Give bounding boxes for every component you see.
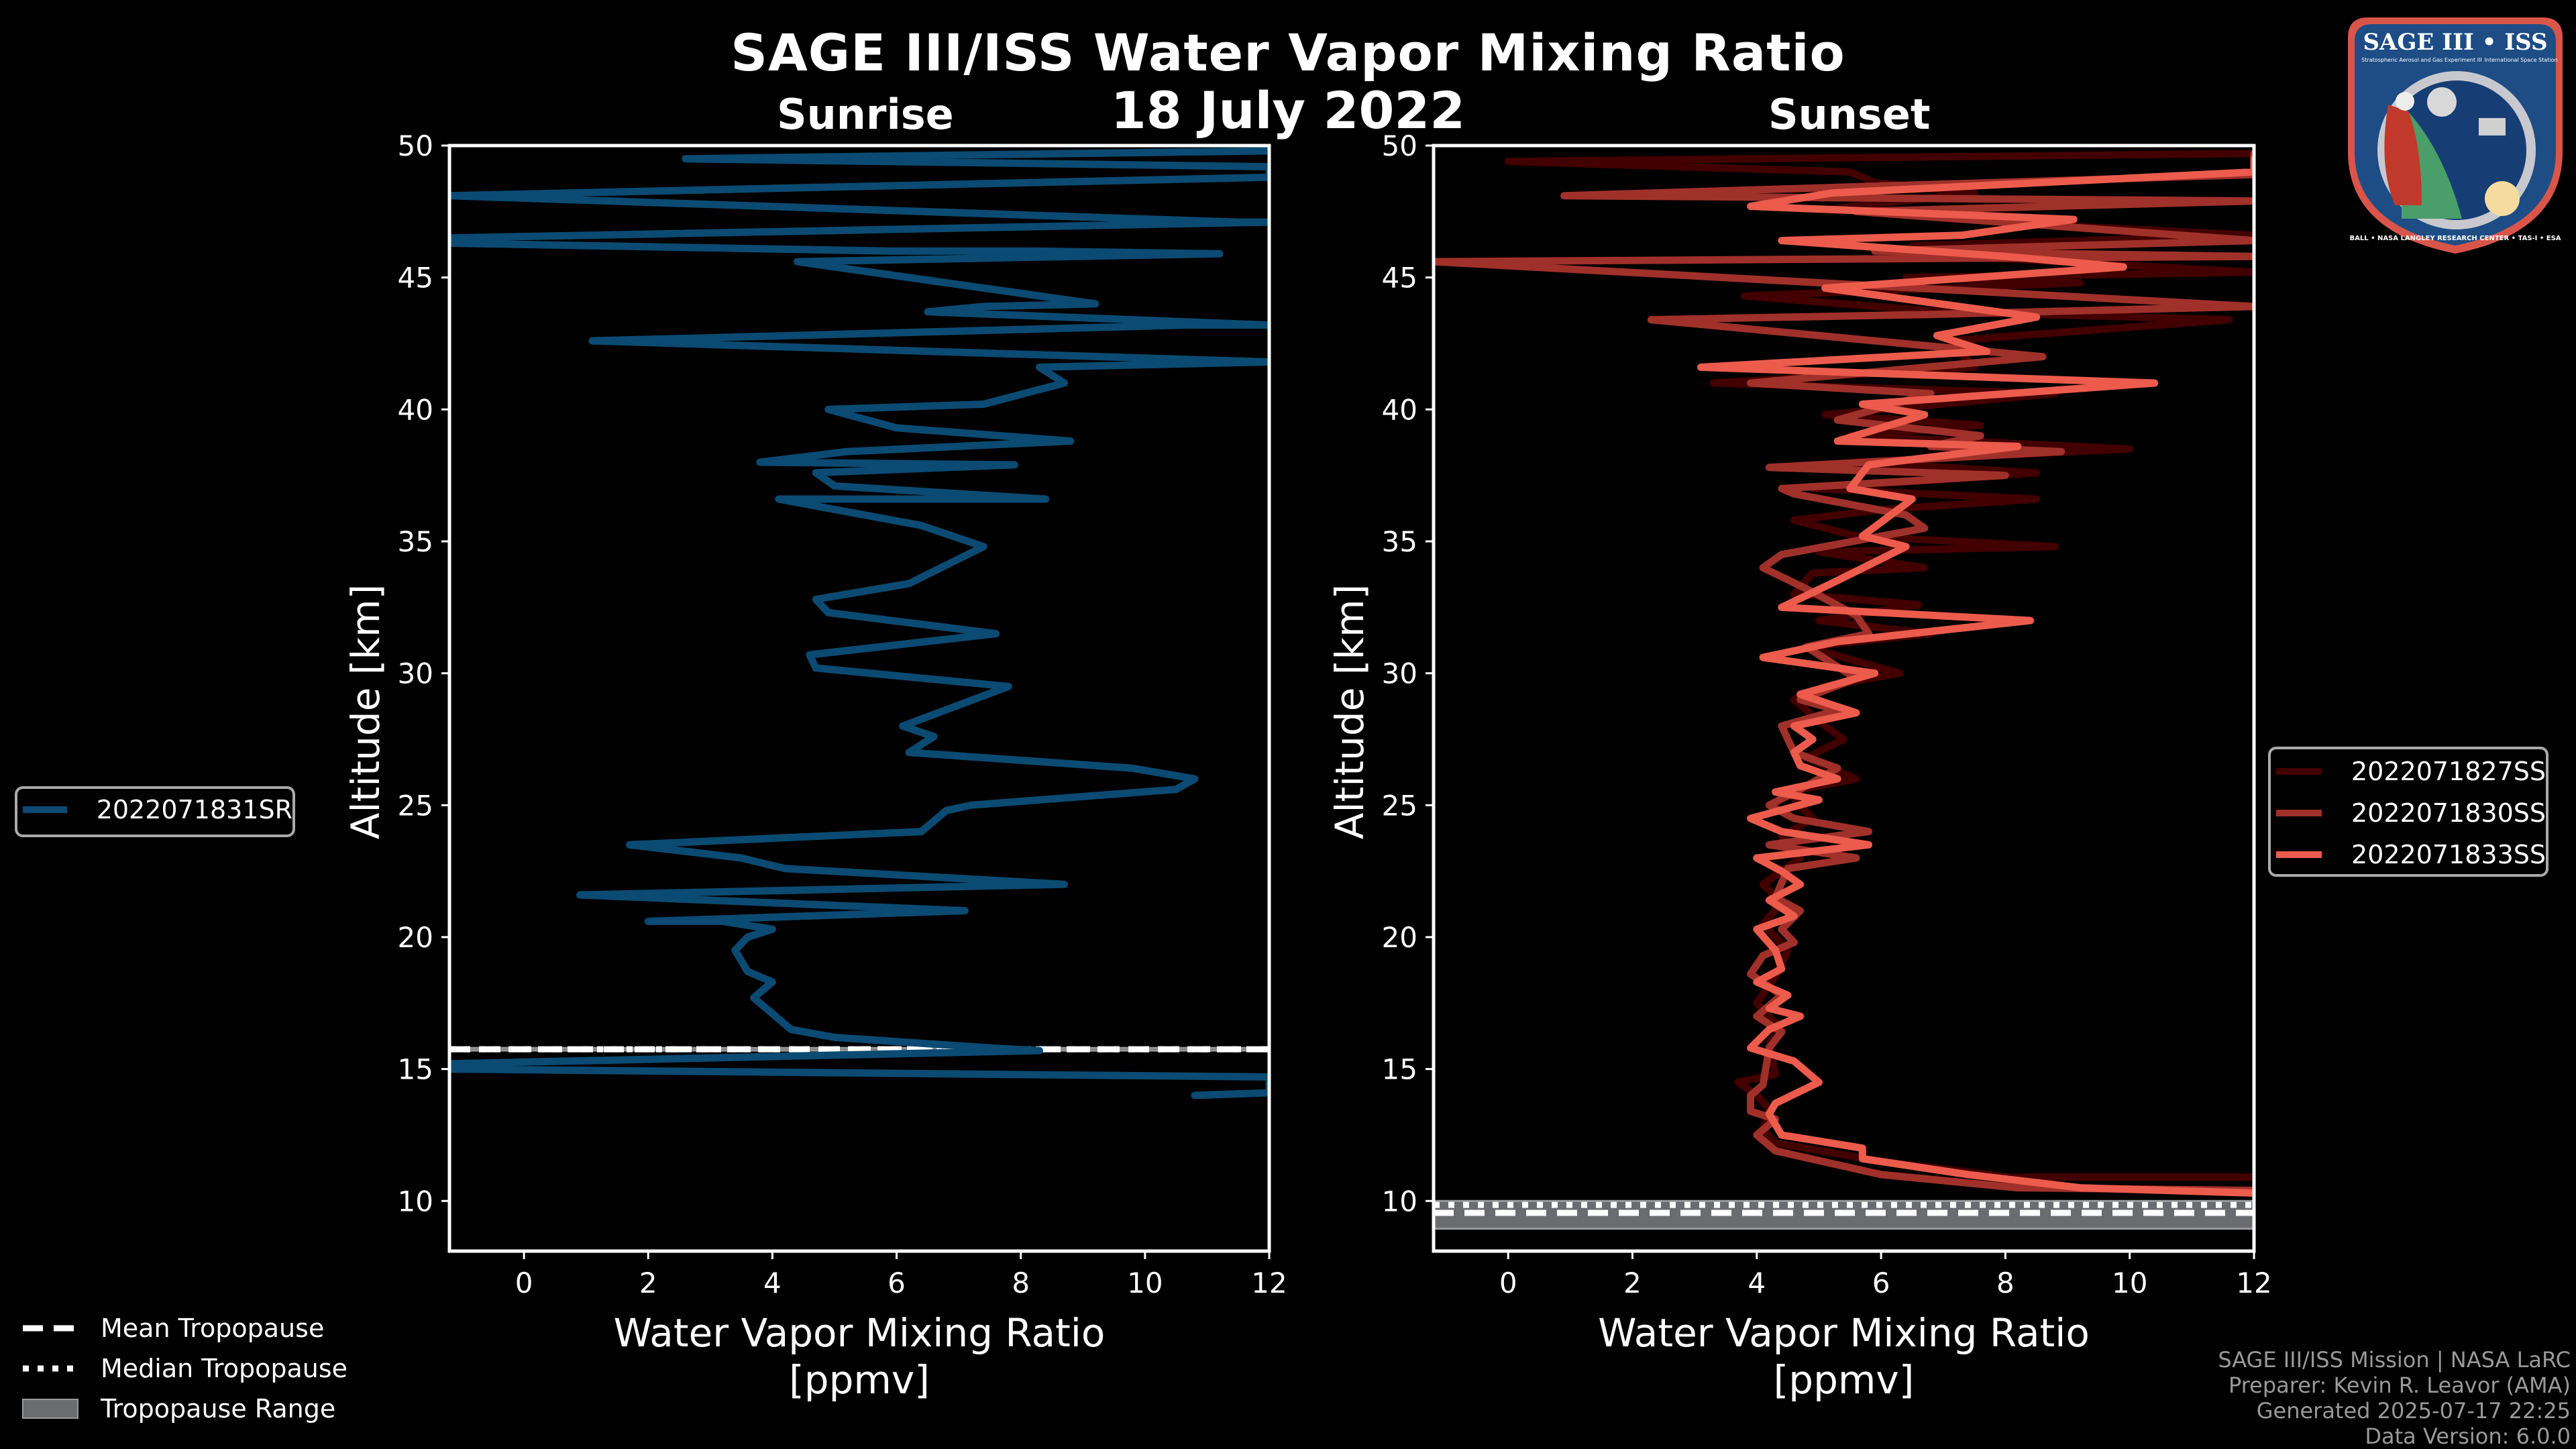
x-tick-label: 4: [763, 1267, 782, 1299]
legend-item-mean-tropopause: Mean Tropopause: [20, 1308, 347, 1348]
sunset-subtitle: Sunset: [1768, 90, 1931, 139]
y-tick-label: 10: [1382, 1185, 1417, 1218]
sunset-tropopause-layer: [1434, 1199, 2254, 1230]
y-tick-label: 15: [398, 1053, 433, 1086]
y-tick-label: 50: [398, 129, 433, 162]
sunrise-axes: 10 15 20 25 30 35 40 45 50 0 2 4 6 8 10 12 Water Vapor M…: [343, 129, 1287, 1403]
x-tick-label: 0: [1499, 1267, 1517, 1299]
dashed-line-icon: [23, 1325, 80, 1332]
logo-subtitle-1: Stratospheric Aerosol and Gas Experiment…: [2361, 57, 2481, 63]
x-axis-label: Water Vapor Mixing Ratio: [614, 1310, 1106, 1356]
y-tick-label: 45: [398, 262, 433, 294]
logo-title: SAGE III • ISS: [2363, 29, 2547, 56]
x-tick-label: 12: [2236, 1267, 2271, 1299]
legend-item-2022071831SR[interactable]: 2022071831SR: [17, 789, 292, 830]
x-tick-label: 8: [1996, 1267, 2015, 1299]
sunset-axes: 10 15 20 25 30 35 40 45 50 0 2 4 6 8 10 12 Water Vapor M…: [1327, 129, 2272, 1403]
x-tick-label: 2: [1623, 1267, 1642, 1299]
x-tick-label: 10: [2112, 1267, 2147, 1299]
sunset-chart: 10 15 20 25 30 35 40 45 50 0 2 4 6 8 10 12 Water Vapor M…: [1327, 129, 2272, 1403]
chart-title: SAGE III/ISS Water Vapor Mixing Ratio: [731, 23, 1845, 83]
sunrise-chart: 10 15 20 25 30 35 40 45 50 0 2 4 6 8 10 12 Water Vapor M…: [343, 129, 1287, 1403]
legend-swatch-ss30: [2276, 810, 2322, 816]
range-swatch-icon: [22, 1399, 78, 1419]
logo-ring-text: BALL • NASA LANGLEY RESEARCH CENTER • TA…: [2349, 235, 2561, 242]
tropopause-legend: Mean Tropopause Median Tropopause Tropop…: [20, 1308, 347, 1429]
axes-frame: [1432, 144, 2256, 1253]
y-tick-label: 35: [398, 525, 433, 558]
y-tick-label: 15: [1382, 1053, 1417, 1086]
legend-label: Median Tropopause: [101, 1354, 347, 1383]
x-tick-label: 12: [1251, 1267, 1287, 1299]
y-axis-label: Altitude [km]: [1327, 584, 1373, 839]
x-tick-label: 4: [1748, 1267, 1766, 1299]
series-line-2022071831SR: [449, 147, 1269, 1099]
sunset-series-layer: [1434, 150, 2254, 1197]
x-tick-label: 6: [1872, 1267, 1890, 1299]
y-tick-label: 25: [1382, 789, 1417, 822]
y-tick-label: 40: [398, 393, 433, 426]
y-tick-label: 50: [1382, 129, 1417, 162]
y-tick-label: 40: [1382, 393, 1417, 426]
y-tick-label: 35: [1382, 525, 1417, 558]
y-tick-label: 10: [398, 1185, 433, 1218]
logo-subtitle-2: International Space Station: [2485, 57, 2558, 63]
legend-item-median-tropopause: Median Tropopause: [20, 1348, 347, 1389]
x-tick-label: 2: [639, 1267, 657, 1299]
legend-swatch-ss33: [2276, 851, 2322, 858]
y-tick-label: 20: [1382, 921, 1417, 954]
y-tick-label: 30: [398, 657, 433, 690]
legend-item-2022071830SS[interactable]: 2022071830SS: [2271, 792, 2546, 834]
sunrise-tropopause-layer: [449, 1046, 1269, 1053]
footer-mission: SAGE III/ISS Mission | NASA LaRC: [2218, 1347, 2571, 1373]
x-tick-label: 10: [1127, 1267, 1163, 1299]
legend-label: 2022071831SR: [96, 795, 292, 824]
legend-item-2022071833SS[interactable]: 2022071833SS: [2271, 834, 2546, 875]
sunrise-series-layer: [449, 147, 1269, 1099]
series-line-2022071833SS: [1697, 155, 2254, 1197]
legend-item-tropopause-range: Tropopause Range: [20, 1389, 347, 1429]
sunrise-subtitle: Sunrise: [777, 90, 954, 139]
footer-preparer: Preparer: Kevin R. Leavor (AMA): [2228, 1373, 2571, 1398]
legend-swatch-ss27: [2276, 768, 2322, 775]
x-axis-label-units: [ppmv]: [1774, 1357, 1915, 1403]
legend-item-2022071827SS[interactable]: 2022071827SS: [2271, 751, 2546, 792]
legend-label: 2022071833SS: [2351, 840, 2546, 869]
sunset-legend: 2022071827SS 2022071830SS 2022071833SS: [2268, 747, 2548, 877]
legend-label: Mean Tropopause: [101, 1313, 325, 1343]
x-axis-label: Water Vapor Mixing Ratio: [1598, 1310, 2090, 1356]
x-tick-label: 6: [888, 1267, 906, 1299]
footer-credits: SAGE III/ISS Mission | NASA LaRC Prepare…: [2218, 1347, 2571, 1449]
y-tick-label: 30: [1382, 657, 1417, 690]
legend-label: 2022071827SS: [2351, 757, 2546, 786]
y-tick-label: 45: [1382, 262, 1417, 294]
y-axis-label: Altitude [km]: [343, 584, 388, 839]
footer-version: Data Version: 6.0.0: [2365, 1424, 2571, 1449]
x-tick-label: 8: [1012, 1267, 1030, 1299]
x-axis-label-units: [ppmv]: [789, 1357, 930, 1403]
sunrise-legend: 2022071831SR: [15, 786, 295, 837]
chart-date: 18 July 2022: [1110, 80, 1466, 140]
sage-iii-iss-mission-logo-icon: SAGE III • ISS Stratospheric Aerosol and…: [2348, 17, 2563, 254]
y-tick-label: 25: [398, 789, 433, 822]
legend-label: 2022071830SS: [2351, 798, 2546, 828]
dotted-line-icon: [23, 1365, 80, 1372]
legend-label: Tropopause Range: [101, 1394, 336, 1424]
footer-generated: Generated 2025-07-17 22:25: [2256, 1398, 2571, 1424]
x-tick-label: 0: [515, 1267, 533, 1299]
legend-swatch-sunrise: [23, 806, 67, 813]
y-tick-label: 20: [398, 921, 433, 954]
axes-frame: [447, 144, 1271, 1253]
